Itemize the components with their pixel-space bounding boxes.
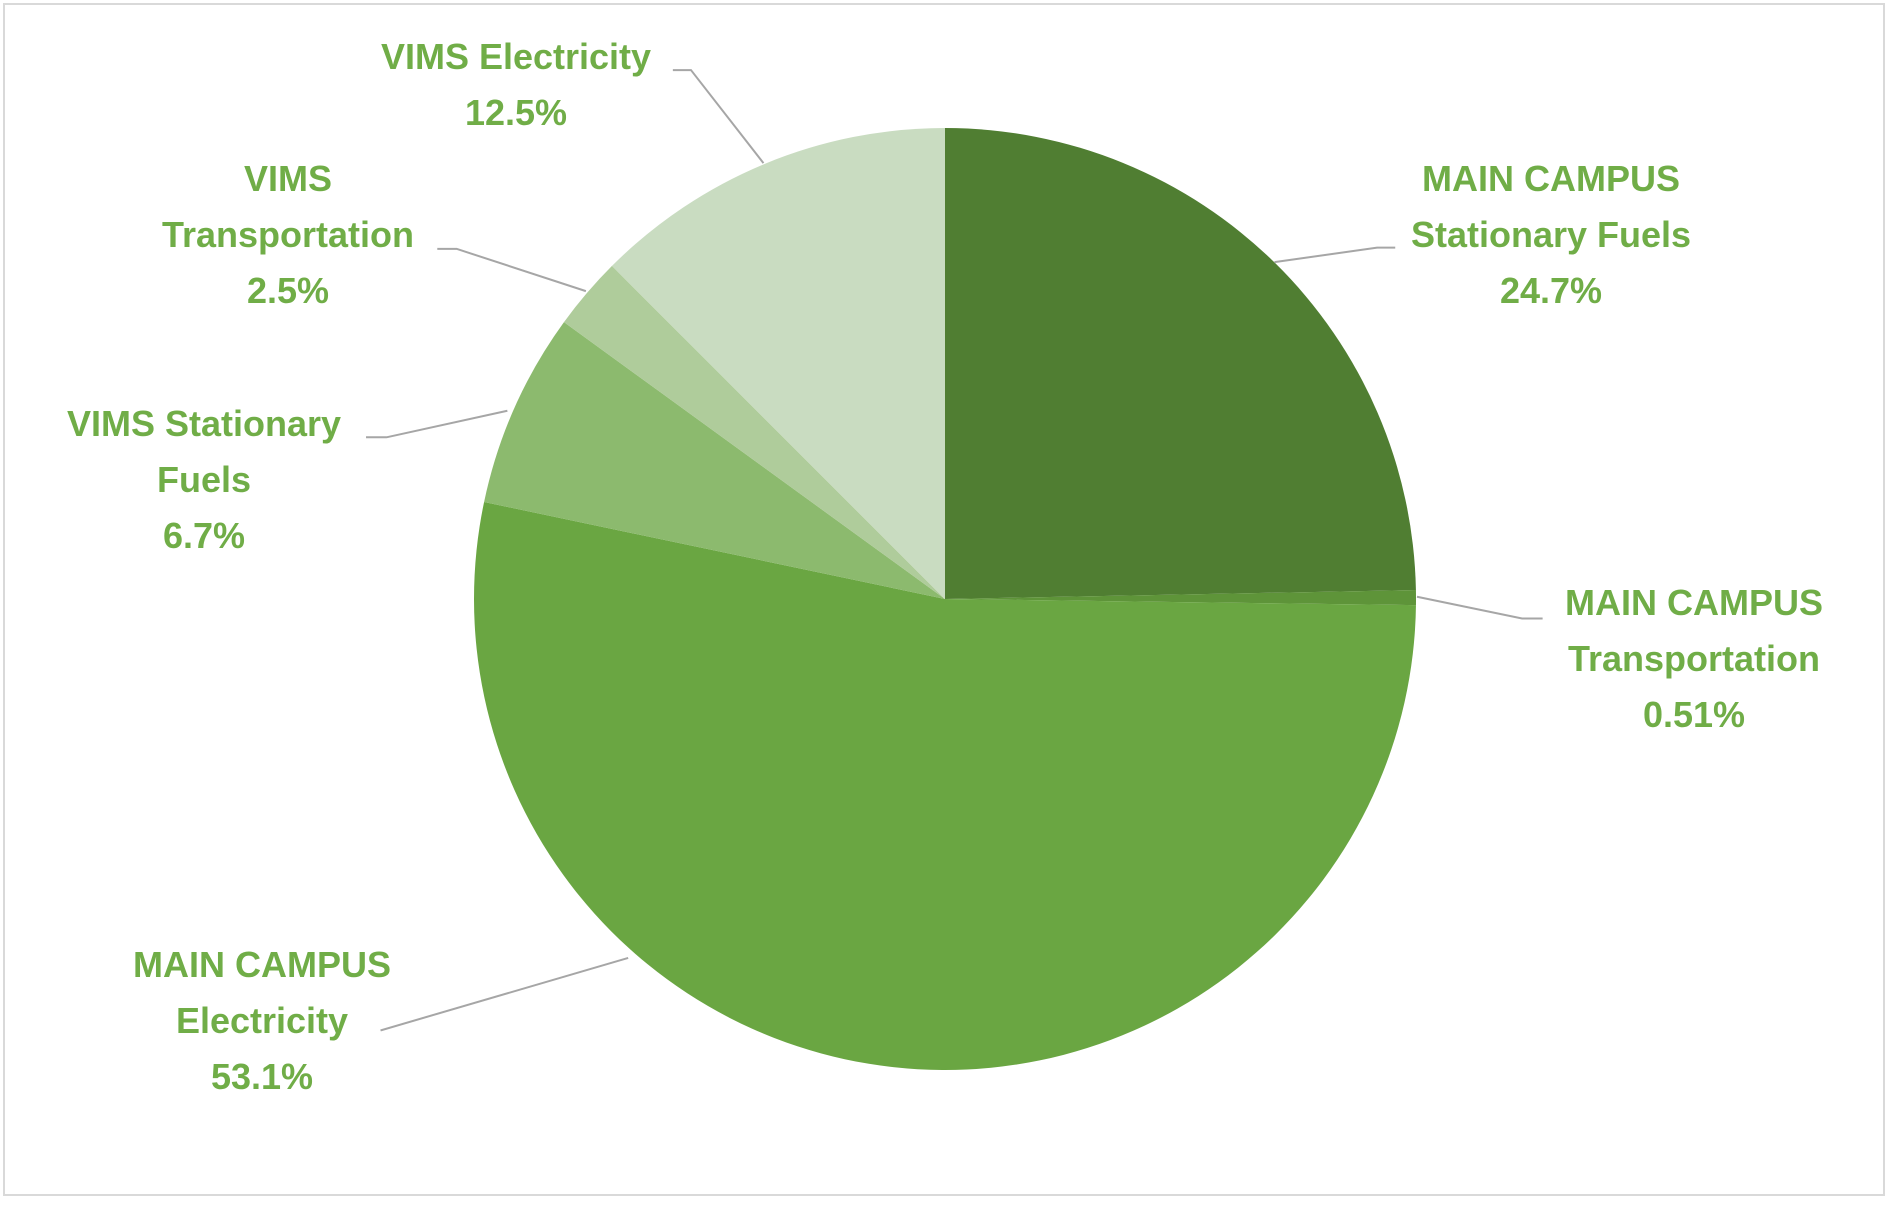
data-label: MAIN CAMPUS Stationary Fuels 24.7% <box>1361 151 1741 319</box>
category-label: MAIN CAMPUS Electricity <box>133 944 391 1041</box>
data-label: VIMS Transportation 2.5% <box>128 151 448 319</box>
data-label: MAIN CAMPUS Electricity 53.1% <box>92 937 432 1105</box>
value-label: 24.7% <box>1499 270 1603 311</box>
leader-line <box>380 956 629 1032</box>
pie-slice <box>473 501 1416 1070</box>
pie-slice <box>945 128 1416 599</box>
value-label: 2.5% <box>246 270 330 311</box>
category-label: VIMS Transportation <box>161 158 415 255</box>
value-label: 12.5% <box>464 92 568 133</box>
value-label: 0.51% <box>1642 694 1746 735</box>
leader-line <box>437 247 587 293</box>
leader-line <box>672 69 765 164</box>
leader-line <box>366 409 508 439</box>
category-label: MAIN CAMPUS Transportation <box>1565 582 1823 679</box>
pie-slice <box>611 128 945 599</box>
value-label: 53.1% <box>210 1056 314 1097</box>
pie-slice <box>563 265 945 599</box>
leader-line <box>1416 595 1543 620</box>
pie-slice <box>484 322 945 599</box>
data-label: VIMS Stationary Fuels 6.7% <box>24 396 384 564</box>
category-label: MAIN CAMPUS Stationary Fuels <box>1410 158 1692 255</box>
value-label: 6.7% <box>162 515 246 556</box>
category-label: VIMS Stationary Fuels <box>66 403 342 500</box>
category-label: VIMS Electricity <box>380 36 652 77</box>
chart-frame <box>3 3 1885 1196</box>
pie-slice <box>945 590 1416 606</box>
data-label: MAIN CAMPUS Transportation 0.51% <box>1504 575 1884 743</box>
leader-line <box>1274 246 1396 264</box>
data-label: VIMS Electricity 12.5% <box>296 29 736 141</box>
